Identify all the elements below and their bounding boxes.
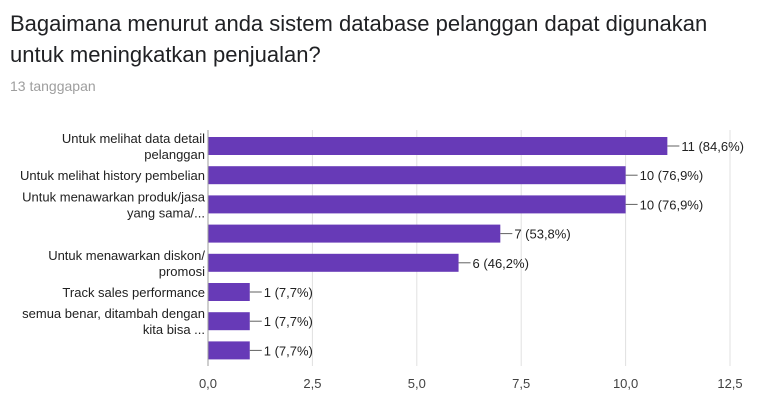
- value-label: 6 (46,2%): [473, 256, 529, 271]
- category-label-line: Untuk menawarkan diskon/: [48, 248, 205, 263]
- category-label-line: kita bisa ...: [143, 322, 205, 337]
- category-label: Track sales performance: [62, 285, 205, 300]
- category-label: Untuk melihat data detail pelanggan: [62, 131, 205, 162]
- category-label-line: promosi: [159, 264, 205, 279]
- x-tick-label: 12,5: [717, 376, 742, 391]
- category-label-line: Untuk menawarkan produk/jasa: [22, 189, 206, 204]
- question-title: Bagaimana menurut anda sistem database p…: [10, 11, 708, 67]
- bar: [208, 312, 250, 331]
- value-label: 1 (7,7%): [264, 314, 313, 329]
- value-label: 11 (84,6%): [681, 139, 744, 154]
- bar: [208, 166, 626, 185]
- value-label: 7 (53,8%): [514, 227, 570, 242]
- category-label-line: yang sama/...: [127, 205, 205, 220]
- category-label-line: semua benar, ditambah dengan: [22, 306, 205, 321]
- value-label: 1 (7,7%): [264, 285, 313, 300]
- bar: [208, 283, 250, 301]
- bar: [208, 224, 501, 243]
- x-tick-label: 5,0: [408, 376, 426, 391]
- category-label-line: Track sales performance: [62, 285, 205, 300]
- bar: [208, 253, 459, 272]
- category-label: Untuk menawarkan produk/jasa yang sama/..…: [22, 189, 206, 220]
- bar: [208, 137, 668, 155]
- x-tick-label: 10,0: [613, 376, 638, 391]
- category-label: Untuk menawarkan diskon/promosi: [48, 248, 205, 279]
- category-label-line: Untuk melihat data detail: [62, 131, 205, 146]
- response-count: 13 tanggapan: [10, 78, 96, 94]
- bar: [208, 341, 250, 360]
- value-label: 1 (7,7%): [264, 343, 313, 358]
- category-label-line: pelanggan: [144, 147, 205, 162]
- value-label: 10 (76,9%): [640, 197, 704, 212]
- x-tick-label: 0,0: [199, 376, 217, 391]
- category-label: semua benar, ditambah dengan kita bisa ..…: [22, 306, 205, 337]
- x-tick-label: 2,5: [303, 376, 321, 391]
- bar: [208, 195, 626, 214]
- x-tick-label: 7,5: [512, 376, 530, 391]
- value-label: 10 (76,9%): [640, 168, 704, 183]
- category-label-line: Untuk melihat history pembelian: [20, 168, 205, 183]
- category-label: Untuk melihat history pembelian: [20, 168, 205, 183]
